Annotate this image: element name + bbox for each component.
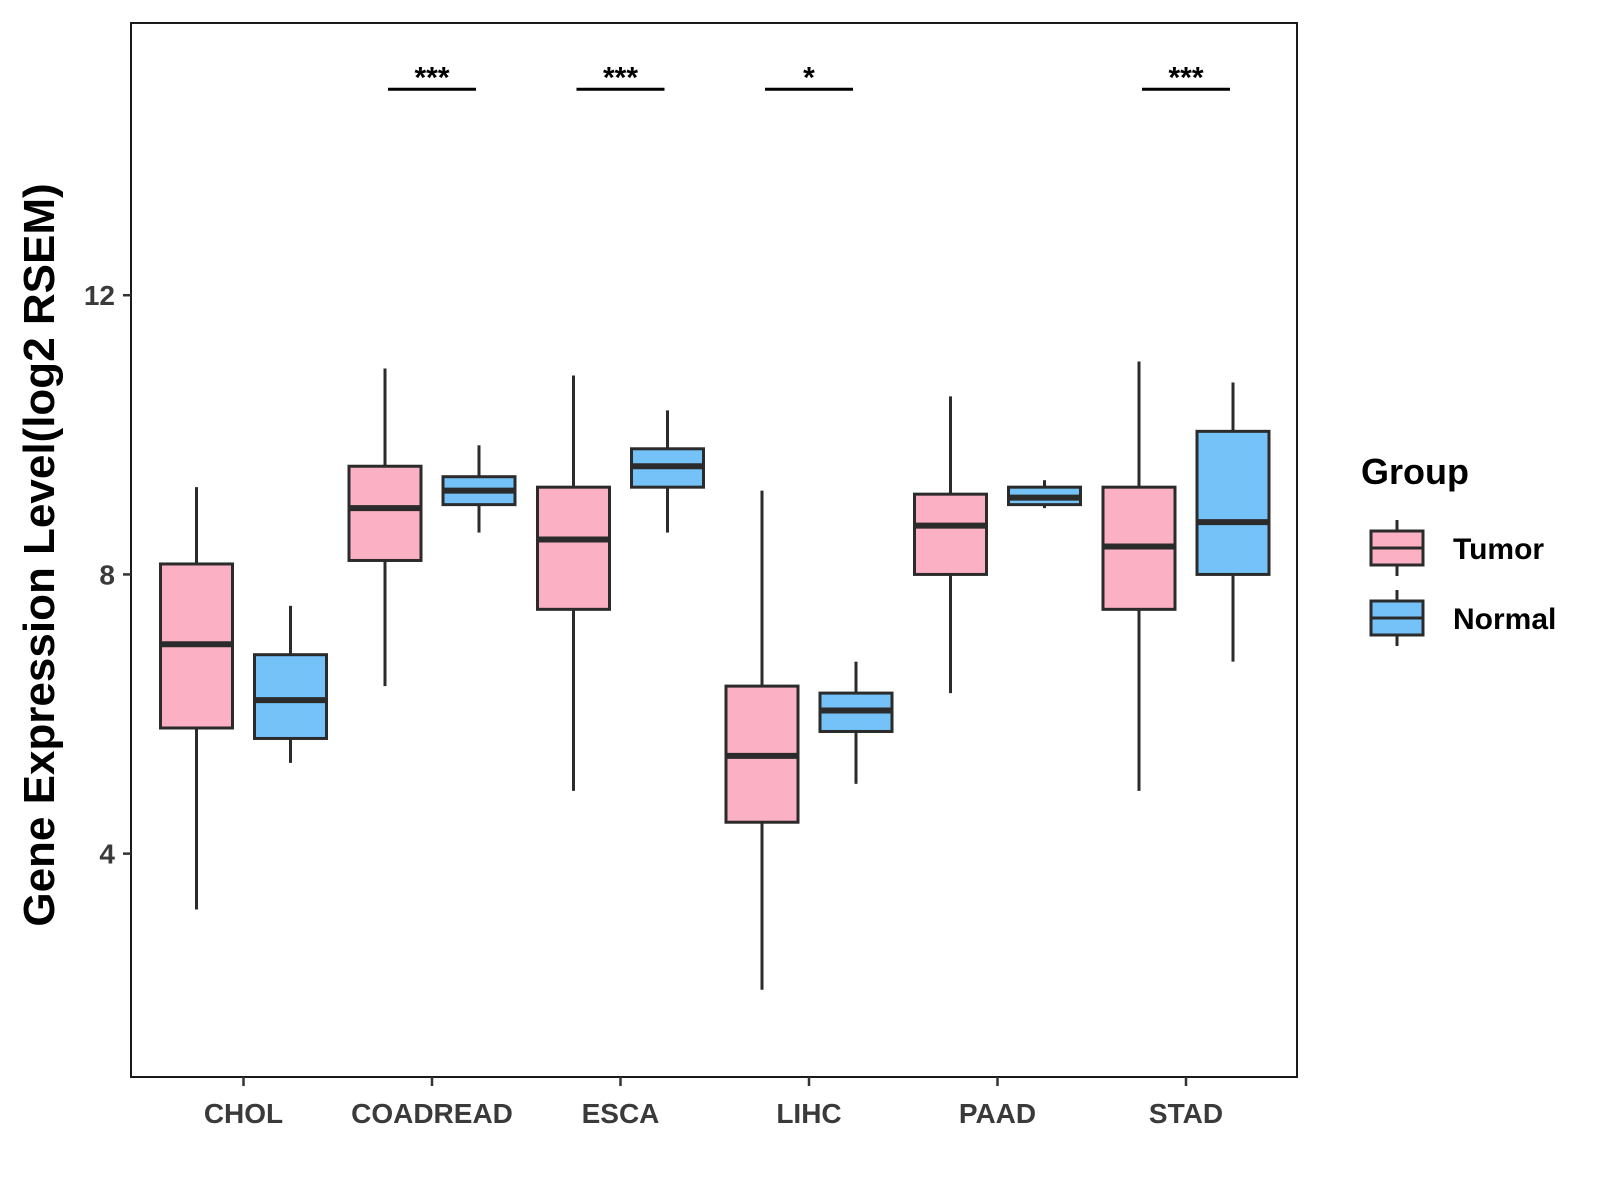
box-esca-tumor	[536, 375, 611, 791]
significance-label-stad: ***	[1168, 61, 1203, 94]
y-tick-label-8: 8	[99, 559, 115, 590]
box-coadread-normal	[441, 445, 517, 533]
legend: Group Tumor Normal	[1361, 451, 1556, 646]
significance-label-lihc: *	[803, 61, 815, 94]
legend-label-normal: Normal	[1453, 603, 1556, 636]
box-paad-tumor	[913, 396, 988, 694]
x-tick-label-coadread: COADREAD	[351, 1098, 513, 1129]
legend-key-tumor	[1369, 520, 1425, 576]
legend-title: Group	[1361, 451, 1469, 492]
x-tick-label-lihc: LIHC	[776, 1098, 841, 1129]
x-tick-label-chol: CHOL	[204, 1098, 283, 1129]
box-rect	[536, 485, 611, 611]
significance-label-esca: ***	[603, 61, 638, 94]
panel-border	[130, 22, 1298, 1078]
box-rect	[253, 653, 328, 740]
box-stad-normal	[1195, 382, 1271, 662]
significance-label-coadread: ***	[414, 61, 449, 94]
x-tick-label-esca: ESCA	[582, 1098, 660, 1129]
box-chol-tumor	[159, 487, 234, 910]
box-stad-tumor	[1101, 361, 1177, 791]
box-chol-normal	[253, 605, 328, 763]
legend-key-normal	[1369, 590, 1425, 646]
box-lihc-normal	[818, 661, 894, 784]
legend-label-tumor: Tumor	[1453, 533, 1544, 566]
x-tick-label-stad: STAD	[1149, 1098, 1223, 1129]
y-axis-title: Gene Expression Level(log2 RSEM)	[15, 183, 64, 926]
box-lihc-tumor	[724, 490, 800, 990]
box-coadread-tumor	[347, 368, 423, 687]
box-rect	[1195, 429, 1271, 576]
box-paad-normal	[1007, 480, 1082, 509]
box-rect	[347, 464, 423, 562]
x-tick-label-paad: PAAD	[959, 1098, 1036, 1129]
box-rect	[913, 492, 988, 576]
y-tick-label-12: 12	[84, 280, 115, 311]
box-esca-normal	[630, 410, 705, 533]
y-tick-label-4: 4	[99, 839, 115, 870]
